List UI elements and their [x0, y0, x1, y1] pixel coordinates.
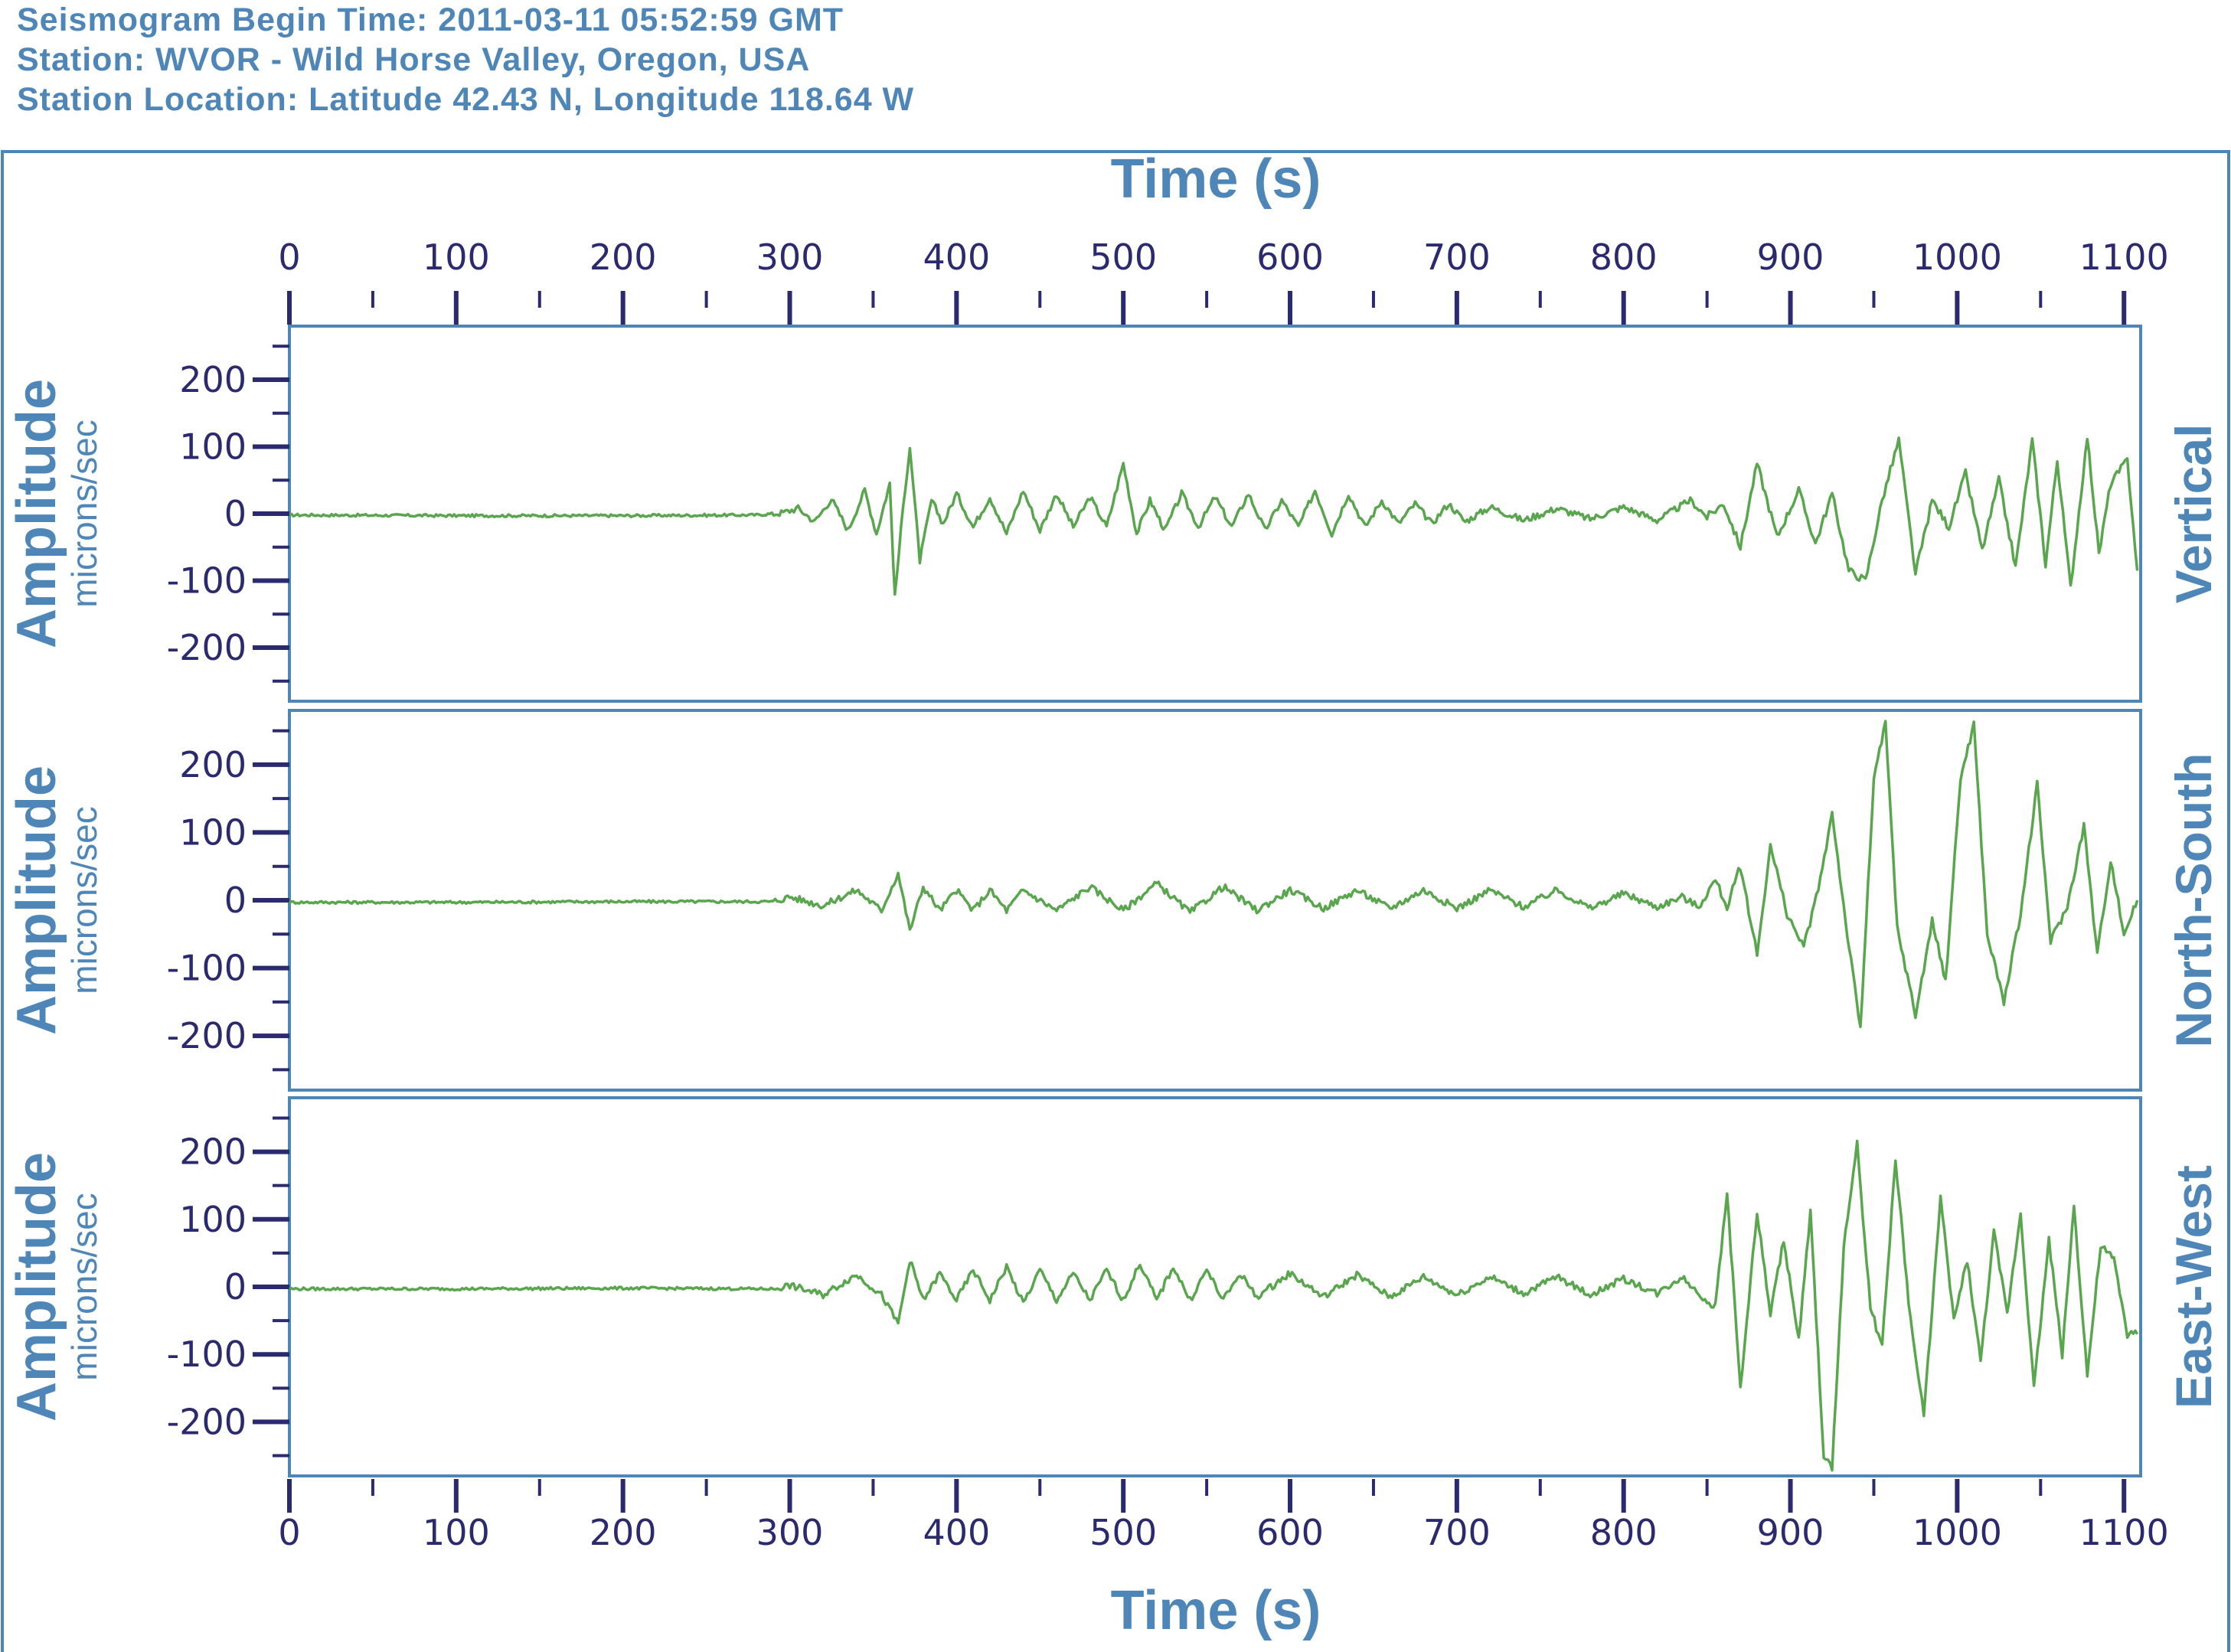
top-x-tick-label: 500: [1089, 237, 1157, 278]
north-south-y-axis-unit: microns/sec: [64, 806, 104, 994]
north-south-seismic-trace: [288, 720, 2139, 1029]
bottom-x-tick-label: 1000: [1913, 1512, 2002, 1553]
bottom-x-tick-label: 900: [1757, 1512, 1824, 1553]
bottom-x-tick-label: 300: [756, 1512, 824, 1553]
top-x-tick-label: 1000: [1913, 237, 2002, 278]
east-west-seismic-trace: [289, 1139, 2139, 1472]
north-south-y-tick-label: 100: [179, 811, 247, 853]
bottom-x-tick-label: 400: [923, 1512, 990, 1553]
vertical-y-axis-title: Amplitude: [6, 379, 67, 648]
begin-time-line: Seismogram Begin Time: 2011-03-11 05:52:…: [17, 2, 844, 38]
top-x-tick-label: 600: [1256, 237, 1324, 278]
east-west-y-tick-label: -100: [167, 1334, 247, 1375]
north-south-y-tick-label: -100: [167, 948, 247, 989]
top-x-tick-label: 1100: [2079, 237, 2169, 278]
top-x-tick-label: 100: [423, 237, 490, 278]
east-west-y-axis-unit: microns/sec: [64, 1193, 104, 1380]
east-west-y-tick-label: 200: [179, 1131, 247, 1173]
east-west-y-axis-title: Amplitude: [6, 1152, 67, 1422]
seismogram-header: Seismogram Begin Time: 2011-03-11 05:52:…: [17, 0, 914, 119]
bottom-x-axis-title: Time (s): [1111, 1580, 1321, 1641]
vertical-component-label: Vertical: [2165, 424, 2222, 604]
bottom-x-tick-label: 0: [278, 1512, 300, 1553]
vertical-y-tick-label: 200: [179, 359, 247, 400]
bottom-x-tick-label: 200: [590, 1512, 657, 1553]
north-south-y-tick-label: -200: [167, 1015, 247, 1056]
top-x-tick-label: 0: [278, 237, 300, 278]
vertical-y-axis-unit: microns/sec: [64, 420, 104, 607]
north-south-component-label: North-South: [2165, 753, 2222, 1048]
east-west-y-tick-label: 100: [179, 1199, 247, 1240]
vertical-plot-frame: [288, 325, 2142, 703]
vertical-seismic-trace: [289, 436, 2139, 596]
top-x-tick-label: 300: [756, 237, 824, 278]
north-south-y-axis-title: Amplitude: [6, 766, 67, 1035]
north-south-y-tick-label: 0: [224, 880, 247, 921]
bottom-x-tick-label: 100: [423, 1512, 490, 1553]
top-x-tick-label: 800: [1590, 237, 1658, 278]
east-west-component-label: East-West: [2165, 1165, 2222, 1409]
east-west-y-tick-label: 0: [224, 1266, 247, 1308]
bottom-x-tick-label: 500: [1089, 1512, 1157, 1553]
bottom-x-tick-label: 700: [1423, 1512, 1491, 1553]
location-line: Station Location: Latitude 42.43 N, Long…: [17, 81, 915, 118]
north-south-y-tick-label: 200: [179, 744, 247, 785]
vertical-y-tick-label: -100: [167, 560, 247, 602]
top-x-tick-label: 200: [590, 237, 657, 278]
vertical-y-tick-label: 100: [179, 426, 247, 468]
top-x-tick-label: 400: [923, 237, 990, 278]
vertical-y-tick-label: 0: [224, 493, 247, 534]
bottom-x-tick-label: 800: [1590, 1512, 1658, 1553]
top-x-tick-label: 900: [1757, 237, 1824, 278]
vertical-y-tick-label: -200: [167, 627, 247, 668]
outer-frame: [1, 150, 2230, 1652]
top-x-tick-label: 700: [1423, 237, 1491, 278]
east-west-y-tick-label: -200: [167, 1401, 247, 1442]
bottom-x-tick-label: 1100: [2079, 1512, 2169, 1553]
bottom-x-tick-label: 600: [1256, 1512, 1324, 1553]
station-line: Station: WVOR - Wild Horse Valley, Orego…: [17, 41, 811, 78]
top-x-axis-title: Time (s): [1111, 149, 1321, 210]
